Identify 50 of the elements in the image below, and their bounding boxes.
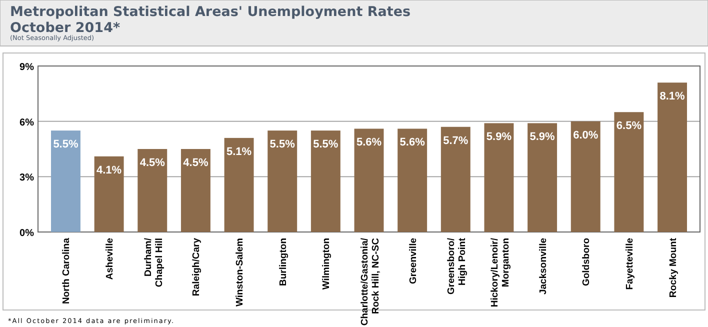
data-label: 5.5% bbox=[313, 138, 338, 151]
chart-title: Metropolitan Statistical Areas' Unemployment Rates October 2014* bbox=[10, 4, 411, 36]
bar bbox=[398, 128, 428, 232]
data-label: 5.6% bbox=[356, 136, 382, 149]
bar bbox=[310, 130, 340, 232]
x-tick-label: Goldsboro bbox=[581, 238, 592, 286]
bar bbox=[570, 121, 600, 232]
data-label: 4.5% bbox=[183, 157, 208, 169]
x-tick-label: Greenville bbox=[408, 238, 419, 284]
x-tick-label: Charlotte/Gastonia/ Rock Hill, NC-SC bbox=[360, 238, 382, 326]
data-label: 5.7% bbox=[443, 134, 468, 147]
data-label: 8.1% bbox=[660, 90, 686, 103]
x-tick-label: Burlington bbox=[278, 238, 289, 286]
bar bbox=[484, 123, 514, 232]
bar bbox=[614, 112, 644, 232]
x-tick-label: Winston-Salem bbox=[234, 238, 246, 307]
y-tick-label: 6% bbox=[20, 117, 34, 128]
bar bbox=[224, 138, 254, 232]
bar bbox=[354, 128, 384, 232]
x-tick-label: Wilmington bbox=[321, 238, 332, 290]
x-tick-label: Greensboro/ High Point bbox=[446, 237, 468, 294]
data-label: 5.9% bbox=[530, 131, 556, 144]
data-label: 4.5% bbox=[140, 157, 166, 169]
data-label: 6.0% bbox=[573, 129, 598, 142]
x-tick-label: Raleigh/Cary bbox=[191, 237, 202, 296]
bar bbox=[94, 156, 124, 232]
x-tick-label: Hickory/Lenoir/ Morganton bbox=[489, 238, 512, 308]
data-label: 5.6% bbox=[400, 136, 426, 149]
bar bbox=[440, 126, 470, 232]
bar bbox=[180, 149, 210, 232]
x-tick-label: Asheville bbox=[104, 238, 116, 280]
x-tick-label: Jacksonville bbox=[538, 238, 549, 295]
data-label: 6.5% bbox=[616, 120, 642, 132]
bar bbox=[50, 130, 80, 232]
bar bbox=[138, 149, 168, 232]
y-tick-label: 9% bbox=[20, 62, 34, 73]
data-label: 5.1% bbox=[226, 146, 252, 158]
y-tick-label: 0% bbox=[20, 228, 34, 239]
x-tick-label: Fayetteville bbox=[624, 238, 636, 290]
x-tick-label: Rocky Mount bbox=[668, 237, 679, 298]
y-tick-label: 3% bbox=[20, 172, 34, 184]
data-label: 5.5% bbox=[270, 138, 296, 151]
data-label: 4.1% bbox=[96, 164, 122, 176]
x-tick-label: North Carolina bbox=[61, 237, 72, 304]
bar bbox=[658, 82, 688, 232]
bar bbox=[528, 123, 558, 232]
bar bbox=[268, 130, 298, 232]
data-label: 5.9% bbox=[486, 131, 512, 144]
x-tick-label: Durham/ Chapel Hill bbox=[142, 238, 165, 288]
data-label: 5.5% bbox=[53, 138, 78, 151]
